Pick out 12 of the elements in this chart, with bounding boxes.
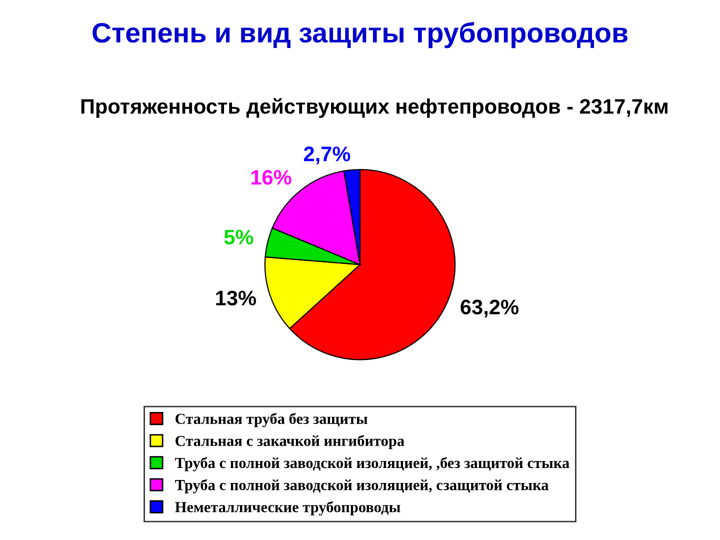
data-label: 13% <box>216 290 256 306</box>
chart-title: Степень и вид защиты трубопроводов <box>92 22 628 48</box>
data-label: 63,2% <box>460 300 518 318</box>
legend-label: Неметаллические трубопроводы <box>175 501 400 516</box>
legend-label: Труба с полной заводской изоляцией, ,без защитой стыка <box>175 457 570 472</box>
data-label: 16% <box>251 170 292 185</box>
chart-subtitle: Протяженность действующих нефтепроводов - 2317,7км <box>81 98 668 118</box>
data-label: 5% <box>224 230 254 244</box>
legend-label: Стальная с закачкой ингибитора <box>176 434 404 450</box>
legend-label: Стальная труба без защиты <box>176 412 368 428</box>
data-label: 2,7% <box>304 146 350 164</box>
legend-label: Труба с полной заводской изоляцией, сзащитой стыка <box>175 479 549 494</box>
